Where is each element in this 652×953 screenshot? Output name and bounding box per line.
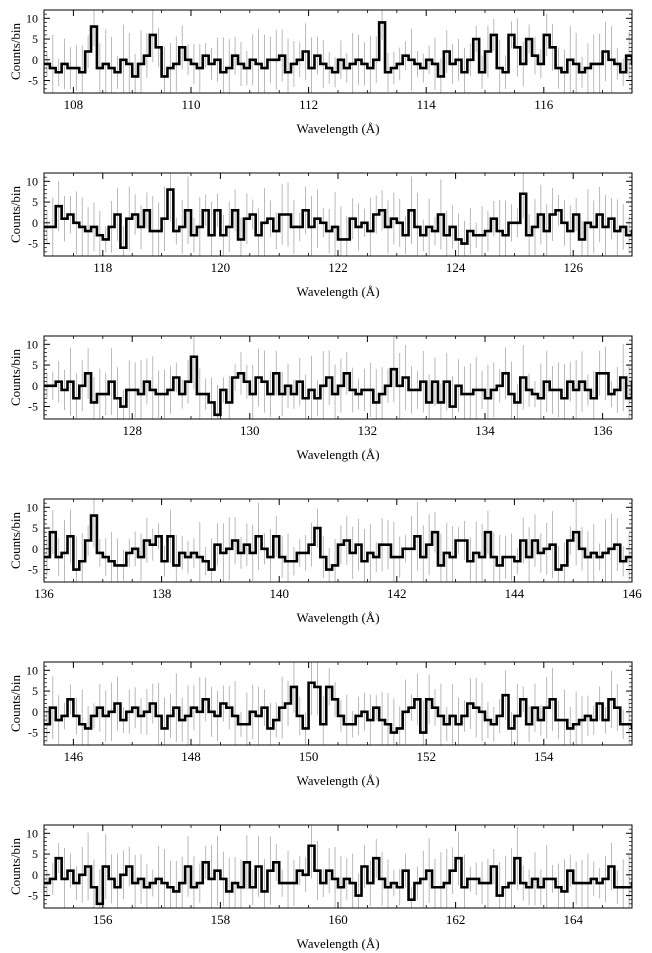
y-tick-label: 0 [32,868,38,882]
plot-area [44,336,632,419]
x-tick-label: 164 [563,912,583,927]
x-tick-label: 118 [93,260,112,275]
x-axis-label: Wavelength (Å) [296,447,379,462]
y-tick-label: -5 [28,563,38,577]
y-tick-label: 5 [32,521,38,535]
y-axis-label: Counts/bin [8,837,23,895]
axes-frame [43,335,633,420]
x-tick-label: 150 [299,749,319,764]
y-tick-label: -5 [28,400,38,414]
x-tick-label: 126 [563,260,583,275]
x-tick-label: 146 [622,586,642,601]
x-tick-label: 116 [534,97,554,112]
series-line [44,514,632,571]
y-tick-label: 10 [26,337,38,351]
y-tick-label: 10 [26,500,38,514]
y-axis-label: Counts/bin [8,185,23,243]
x-tick-label: 132 [358,423,378,438]
x-tick-label: 136 [34,586,54,601]
x-axis-label: Wavelength (Å) [296,773,379,788]
x-tick-label: 136 [593,423,613,438]
y-tick-label: 5 [32,847,38,861]
y-tick-label: 0 [32,53,38,67]
x-axis-label: Wavelength (Å) [296,936,379,951]
x-tick-label: 156 [93,912,113,927]
plot-area [44,662,632,745]
x-tick-label: 138 [152,586,172,601]
y-tick-label: 5 [32,32,38,46]
y-axis-label: Counts/bin [8,22,23,80]
y-tick-label: -5 [28,74,38,88]
x-tick-label: 162 [446,912,466,927]
y-axis-label: Counts/bin [8,511,23,569]
y-tick-label: 10 [26,174,38,188]
x-tick-label: 160 [328,912,348,927]
x-tick-label: 154 [534,749,554,764]
series-line [44,21,632,78]
series-line [44,844,632,906]
x-tick-label: 112 [299,97,318,112]
x-tick-label: 128 [122,423,142,438]
x-axis-label: Wavelength (Å) [296,121,379,136]
y-tick-label: 0 [32,379,38,393]
x-tick-label: 144 [505,586,525,601]
x-tick-label: 130 [240,423,260,438]
x-tick-label: 110 [181,97,200,112]
plot-area [44,825,632,908]
y-tick-label: 5 [32,358,38,372]
x-tick-label: 122 [328,260,348,275]
x-tick-label: 114 [417,97,437,112]
y-tick-label: -5 [28,237,38,251]
plot-area [44,10,632,93]
y-tick-label: 0 [32,705,38,719]
y-axis-label: Counts/bin [8,348,23,406]
y-tick-label: 0 [32,216,38,230]
y-tick-label: -5 [28,726,38,740]
x-tick-label: 140 [269,586,289,601]
x-tick-label: 148 [181,749,201,764]
x-axis-label: Wavelength (Å) [296,284,379,299]
y-axis-label: Counts/bin [8,674,23,732]
series-line [44,188,632,249]
x-tick-label: 158 [211,912,231,927]
x-tick-label: 134 [475,423,495,438]
y-tick-label: 5 [32,195,38,209]
y-tick-label: 5 [32,684,38,698]
x-tick-label: 124 [446,260,466,275]
y-tick-label: 10 [26,826,38,840]
x-tick-label: 108 [64,97,84,112]
plot-area [44,499,632,582]
axes-frame [43,498,633,583]
y-tick-label: 10 [26,663,38,677]
x-tick-label: 146 [64,749,84,764]
y-tick-label: 10 [26,11,38,25]
x-tick-label: 120 [211,260,231,275]
y-tick-label: 0 [32,542,38,556]
series-line [44,355,632,417]
plot-area [44,173,632,256]
x-tick-label: 142 [387,586,407,601]
series-line [44,681,632,734]
y-tick-label: -5 [28,889,38,903]
x-axis-label: Wavelength (Å) [296,610,379,625]
x-tick-label: 152 [416,749,436,764]
